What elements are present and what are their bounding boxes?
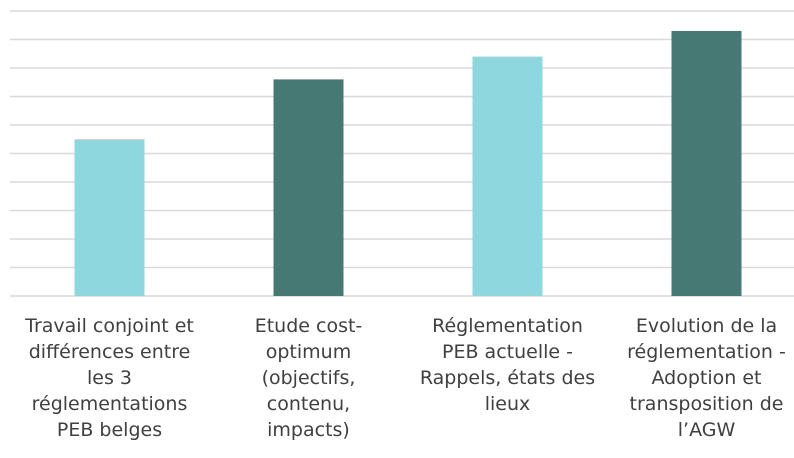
x-tick-label: Travail conjoint et différences entre le… [25,315,194,441]
x-tick-label: Evolution de la réglementation - Adoptio… [627,315,786,441]
bar [472,56,543,296]
bar [273,79,344,297]
x-tick-label: Etude cost-optimum (objectifs, contenu, … [254,315,363,441]
x-tick-label: Réglementation PEB actuelle - Rappels, é… [419,315,596,415]
bar [74,139,145,296]
bar [671,30,742,296]
